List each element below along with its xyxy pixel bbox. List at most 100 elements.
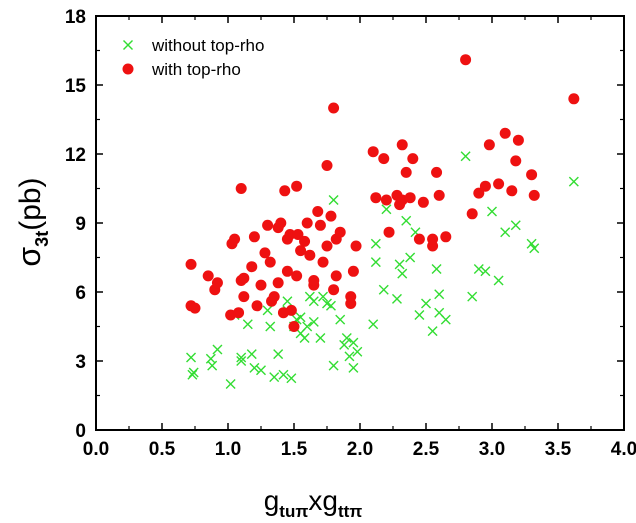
point-without-top-rho: [510, 220, 521, 231]
point-with-top-rho: [314, 219, 326, 231]
legend-marker-with-top-rho: [122, 63, 134, 75]
point-without-top-rho: [278, 369, 289, 380]
point-without-top-rho: [299, 333, 310, 343]
point-with-top-rho: [268, 291, 280, 303]
point-with-top-rho: [473, 187, 485, 199]
y-tick-label: 9: [75, 214, 86, 235]
point-without-top-rho: [207, 360, 218, 371]
point-without-top-rho: [401, 215, 412, 226]
x-tick-labels: 0.0 0.5 1.0 1.5 2.0 2.5 3.0 3.5 4.0: [83, 439, 636, 460]
point-without-top-rho: [315, 333, 326, 343]
y-tick-label: 3: [75, 352, 86, 373]
point-without-top-rho: [460, 151, 471, 162]
point-with-top-rho: [312, 206, 324, 217]
x-tick-label: 0.5: [149, 439, 176, 460]
point-without-top-rho: [348, 337, 359, 348]
point-with-top-rho: [238, 291, 250, 303]
point-with-top-rho: [380, 194, 392, 206]
point-with-top-rho: [328, 284, 340, 296]
x-tick-label: 4.0: [611, 439, 636, 460]
point-with-top-rho: [479, 180, 491, 192]
point-with-top-rho: [189, 302, 201, 314]
x-tick-label: 3.0: [479, 439, 505, 460]
x-tick-label: 1.5: [281, 439, 308, 460]
point-without-top-rho: [236, 356, 247, 366]
point-without-top-rho: [378, 284, 389, 295]
y-tick-label: 0: [75, 421, 86, 442]
point-without-top-rho: [256, 365, 266, 376]
point-with-top-rho: [370, 192, 382, 204]
point-without-top-rho: [493, 275, 504, 286]
point-with-top-rho: [526, 169, 538, 181]
point-without-top-rho: [265, 321, 276, 332]
point-with-top-rho: [295, 245, 307, 257]
point-with-top-rho: [334, 226, 346, 238]
point-with-top-rho: [460, 54, 472, 66]
y-tick-label: 12: [65, 145, 86, 166]
point-with-top-rho: [317, 256, 329, 268]
x-tick-label: 0.0: [83, 439, 109, 460]
point-with-top-rho: [493, 178, 505, 190]
point-without-top-rho: [249, 362, 260, 373]
point-without-top-rho: [473, 264, 484, 274]
point-without-top-rho: [414, 310, 425, 320]
point-with-top-rho: [483, 139, 495, 151]
point-without-top-rho: [427, 326, 438, 337]
point-with-top-rho: [264, 256, 276, 268]
point-without-top-rho: [526, 238, 537, 249]
point-with-top-rho: [427, 233, 439, 245]
point-without-top-rho: [236, 352, 247, 363]
point-without-top-rho: [370, 238, 381, 249]
point-with-top-rho: [272, 277, 284, 289]
point-without-top-rho: [344, 351, 355, 362]
point-with-top-rho: [328, 102, 340, 114]
point-without-top-rho: [529, 243, 540, 254]
x-tick-label: 2.5: [413, 439, 440, 460]
point-with-top-rho: [417, 196, 429, 208]
point-with-top-rho: [275, 217, 287, 229]
point-with-top-rho: [291, 180, 303, 192]
point-without-top-rho: [318, 291, 329, 302]
point-without-top-rho: [286, 373, 297, 384]
point-without-top-rho: [421, 298, 431, 309]
point-without-top-rho: [352, 346, 363, 357]
point-with-top-rho: [431, 166, 443, 178]
point-without-top-rho: [397, 268, 408, 279]
point-with-top-rho: [288, 321, 300, 332]
legend-label-without-top-rho: without top-rho: [151, 36, 264, 55]
x-tick-label: 3.5: [545, 439, 572, 460]
point-without-top-rho: [328, 360, 339, 371]
point-without-top-rho: [308, 296, 319, 307]
point-without-top-rho: [381, 204, 392, 215]
point-without-top-rho: [394, 259, 405, 270]
point-without-top-rho: [480, 266, 491, 277]
point-without-top-rho: [500, 227, 511, 238]
point-with-top-rho: [433, 189, 445, 201]
point-with-top-rho: [235, 183, 247, 194]
point-with-top-rho: [345, 291, 357, 303]
point-without-top-rho: [282, 296, 293, 307]
x-tick-label: 1.0: [215, 439, 241, 460]
point-with-top-rho: [291, 270, 303, 282]
point-without-top-rho: [325, 300, 336, 311]
point-with-top-rho: [378, 153, 390, 165]
point-without-top-rho: [242, 319, 253, 330]
point-with-top-rho: [413, 233, 425, 245]
point-without-top-rho: [341, 333, 352, 343]
point-without-top-rho: [295, 312, 306, 323]
point-with-top-rho: [350, 240, 362, 252]
legend: without top-rho with top-rho: [122, 36, 264, 79]
point-without-top-rho: [188, 367, 199, 378]
x-axis-title: gtuπxgttπ: [264, 485, 363, 521]
y-tick-labels: 0 3 6 9 12 15 18: [65, 7, 87, 442]
point-with-top-rho: [396, 139, 408, 151]
point-without-top-rho: [269, 372, 280, 383]
point-without-top-rho: [487, 206, 497, 217]
point-without-top-rho: [225, 379, 236, 389]
point-with-top-rho: [506, 185, 518, 197]
point-with-top-rho: [347, 265, 359, 277]
point-with-top-rho: [367, 146, 379, 158]
point-with-top-rho: [251, 300, 263, 312]
data-points: [185, 54, 580, 389]
point-with-top-rho: [308, 275, 320, 286]
